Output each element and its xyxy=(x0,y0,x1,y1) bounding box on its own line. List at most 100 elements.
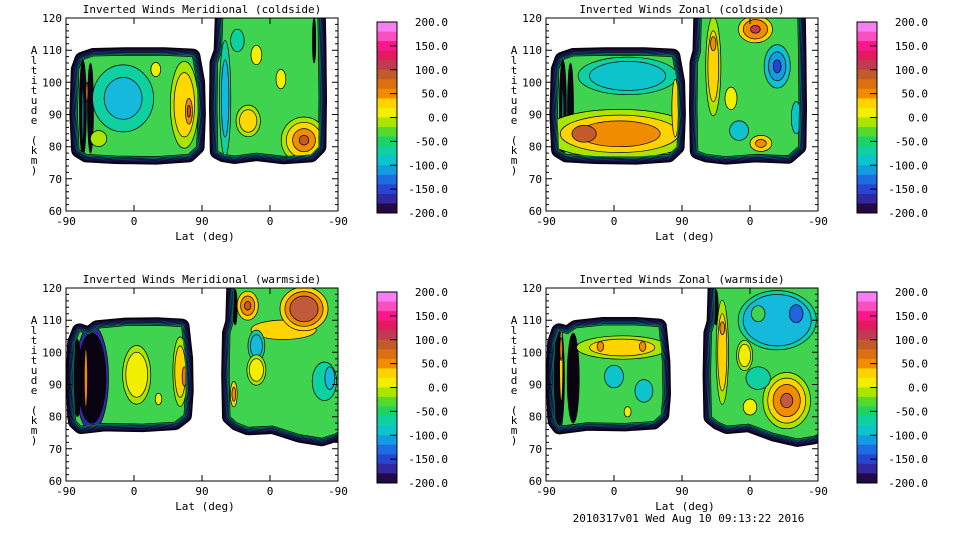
colorbar-band xyxy=(857,444,877,455)
y-axis-label-char: i xyxy=(31,344,38,357)
colorbar-band xyxy=(377,349,397,360)
y-tick-label: 120 xyxy=(522,12,542,25)
colorbar-tick-label: 150.0 xyxy=(895,40,928,53)
colorbar-band xyxy=(377,146,397,157)
contour-blob xyxy=(604,364,624,389)
colorbar-band xyxy=(377,358,397,369)
y-axis-label-char: t xyxy=(31,84,38,97)
colorbar-band xyxy=(377,435,397,446)
colorbar-band xyxy=(377,406,397,417)
panel-zonal-warmside: Inverted Winds Zonal (warmside) -90 0 90 0 -9… xyxy=(511,273,928,513)
contour-blob xyxy=(742,398,758,416)
contour-core xyxy=(772,59,782,74)
colorbar-band xyxy=(857,368,877,379)
colorbar-tick-label: -100.0 xyxy=(888,159,928,172)
y-axis-label-char: t xyxy=(511,354,518,367)
contour-field xyxy=(546,288,818,447)
x-tick-label: 90 xyxy=(195,215,208,228)
colorbar-band xyxy=(377,184,397,195)
colorbar-band xyxy=(377,155,397,166)
colorbar-band xyxy=(377,339,397,350)
x-tick-label: 90 xyxy=(675,485,688,498)
colorbar-tick-label: -100.0 xyxy=(888,429,928,442)
colorbar-band xyxy=(377,41,397,52)
colorbar-band xyxy=(377,98,397,109)
y-axis-label-char: m xyxy=(511,424,518,437)
colorbar-tick-label: 200.0 xyxy=(895,286,928,299)
y-tick-label: 80 xyxy=(49,141,62,154)
colorbar-band xyxy=(377,368,397,379)
colorbar-band xyxy=(377,22,397,32)
contour-blob xyxy=(83,348,88,408)
colorbar-tick-label: -200.0 xyxy=(888,207,928,220)
colorbar-tick-label: 200.0 xyxy=(415,286,448,299)
colorbar-band xyxy=(857,406,877,417)
colorbar-band xyxy=(857,339,877,350)
contour-blob xyxy=(559,337,563,361)
colorbar-tick-label: -150.0 xyxy=(408,453,448,466)
y-axis-label-char: u xyxy=(31,364,38,377)
colorbar-frame xyxy=(376,21,398,214)
x-tick-label: -90 xyxy=(808,215,828,228)
plot-frame xyxy=(545,17,819,212)
colorbar-band xyxy=(857,88,877,99)
y-tick-label: 120 xyxy=(42,12,62,25)
y-axis-label-char: A xyxy=(511,314,518,327)
x-axis-label: Lat (deg) xyxy=(175,230,235,243)
colorbar-tick-label: 100.0 xyxy=(415,334,448,347)
x-tick-label: -90 xyxy=(56,485,76,498)
y-tick-label: 100 xyxy=(42,346,62,359)
colorbar-tick-label: -50.0 xyxy=(895,135,928,148)
colorbar-band xyxy=(857,397,877,407)
colorbar-band xyxy=(857,330,877,341)
y-axis-label-char: m xyxy=(31,154,38,167)
contour-blob xyxy=(790,101,799,135)
colorbar-band xyxy=(857,174,877,185)
y-axis-label-char: d xyxy=(511,374,518,387)
colorbar-band xyxy=(377,88,397,99)
contour-blob xyxy=(596,341,605,352)
y-axis-label-char: ) xyxy=(511,164,518,177)
y-axis-label-char: ( xyxy=(31,134,38,147)
colorbar-band xyxy=(377,60,397,71)
y-axis-label-char: e xyxy=(511,384,518,397)
contour-blob xyxy=(751,305,766,323)
contour-field xyxy=(66,288,338,447)
y-axis-label-char: t xyxy=(31,64,38,77)
contour-blob xyxy=(312,18,317,64)
y-tick-label: 60 xyxy=(529,475,542,488)
colorbar-band xyxy=(857,60,877,71)
y-tick-label: 70 xyxy=(49,443,62,456)
y-tick-label: 100 xyxy=(42,76,62,89)
contour-field xyxy=(549,18,807,165)
y-tick-label: 110 xyxy=(522,44,542,57)
colorbar-tick-label: 0.0 xyxy=(908,382,928,395)
y-axis-label-char: k xyxy=(511,144,518,157)
colorbar-tick-label: 0.0 xyxy=(908,112,928,125)
contour-core xyxy=(186,105,191,118)
y-axis-label-char: i xyxy=(511,344,518,357)
y-axis-label-char: d xyxy=(31,374,38,387)
colorbar-tick-label: 150.0 xyxy=(415,40,448,53)
colorbar-band xyxy=(857,320,877,331)
colorbar-band xyxy=(857,107,877,118)
y-axis-label-char: m xyxy=(511,154,518,167)
y-axis-label-char: A xyxy=(31,44,38,57)
colorbar-band xyxy=(377,136,397,147)
contour-blob xyxy=(103,77,143,120)
contour-blob xyxy=(220,59,230,138)
contour-blob xyxy=(324,366,336,390)
panel-meridional-warmside: Inverted Winds Meridional (warmside) -90 0… xyxy=(31,273,448,513)
colorbar-tick-label: 200.0 xyxy=(415,16,448,29)
contour-blob xyxy=(275,69,287,90)
colorbar-band xyxy=(377,203,397,214)
colorbar-band xyxy=(377,320,397,331)
colorbar-band xyxy=(857,292,877,302)
x-tick-label: 0 xyxy=(131,215,138,228)
x-tick-label: 0 xyxy=(267,215,274,228)
colorbar-band xyxy=(377,311,397,322)
y-tick-label: 80 xyxy=(529,411,542,424)
y-axis-label-char: t xyxy=(511,334,518,347)
colorbar-band xyxy=(377,79,397,90)
colorbar-ticks xyxy=(390,45,397,190)
